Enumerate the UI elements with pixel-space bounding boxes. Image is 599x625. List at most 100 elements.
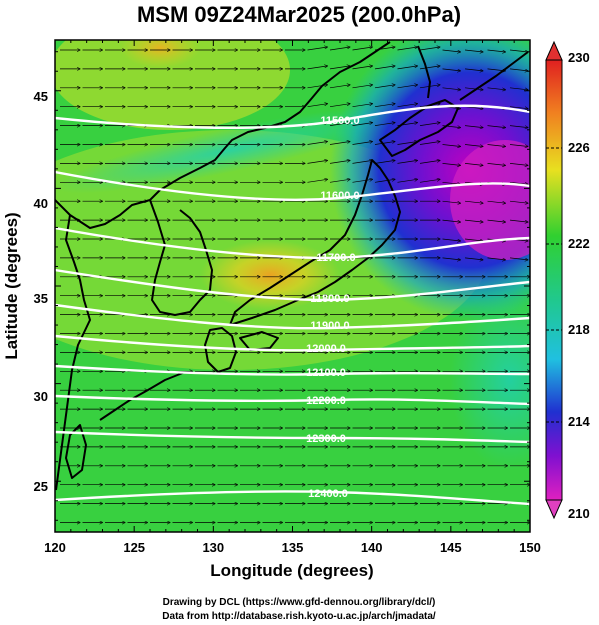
wind-arrow — [307, 47, 328, 51]
coastline-kuril — [459, 51, 529, 101]
wind-arrow — [329, 142, 350, 145]
wind-arrow — [397, 104, 418, 108]
wind-arrow — [464, 219, 483, 222]
wind-arrow — [442, 257, 461, 260]
coastline-china-east — [55, 214, 91, 491]
height-contour-line — [55, 170, 530, 201]
y-tick-label: 35 — [34, 291, 48, 306]
wind-arrow — [509, 68, 528, 71]
wind-arrow — [329, 66, 350, 70]
warm-patch-north — [120, 40, 200, 68]
wind-arrow — [442, 144, 461, 147]
map-title: MSM 09Z24Mar2025 (200.0hPa) — [137, 2, 461, 27]
wind-arrow — [464, 87, 483, 90]
x-axis-label: Longitude (degrees) — [210, 561, 373, 580]
x-tick-label: 125 — [123, 540, 145, 555]
wind-arrow — [352, 142, 373, 145]
colorbar-label: 214 — [568, 414, 590, 429]
wind-arrow — [329, 104, 350, 108]
height-contour-line — [55, 104, 530, 129]
wind-arrow — [509, 125, 528, 128]
height-contour-line — [55, 394, 530, 406]
height-contour-line — [55, 490, 530, 506]
wind-arrow — [487, 219, 506, 222]
coastline-asia-mainland — [55, 41, 391, 229]
wind-arrow — [419, 142, 440, 145]
wind-arrow — [329, 160, 350, 164]
x-tick-label: 140 — [361, 540, 383, 555]
colorbar-gradient — [545, 59, 563, 501]
height-contour-label: 12400.0 — [308, 488, 348, 500]
colorbar-label: 230 — [568, 50, 590, 65]
wind-arrow — [464, 68, 483, 71]
coastline-sakhalin — [417, 45, 431, 99]
x-tick-label: 130 — [202, 540, 224, 555]
wind-arrow — [307, 160, 328, 164]
axis-ticks — [54, 40, 531, 532]
x-tick-label: 120 — [44, 540, 66, 555]
wind-arrow — [464, 200, 483, 203]
coastline-shikoku — [239, 331, 279, 351]
wind-arrow — [397, 47, 418, 51]
y-tick-label: 45 — [34, 89, 48, 104]
y-tick-label: 40 — [34, 196, 48, 211]
coastline-korea — [149, 199, 213, 316]
y-axis-label: Latitude (degrees) — [2, 212, 21, 359]
wind-arrow — [509, 87, 528, 90]
colorbar-label: 222 — [568, 236, 590, 251]
height-contour-label: 11500.0 — [320, 115, 359, 127]
wind-arrow — [442, 163, 461, 165]
wind-arrow — [352, 123, 373, 126]
wind-arrow — [352, 104, 373, 108]
wind-arrow — [509, 144, 528, 147]
height-contour-line — [55, 334, 530, 352]
wind-arrow — [464, 49, 483, 52]
colorbar-label: 210 — [568, 506, 590, 521]
wind-arrow — [464, 106, 483, 109]
wind-arrow — [374, 123, 395, 126]
wind-arrow — [419, 179, 440, 183]
y-tick-label: 30 — [34, 389, 48, 404]
height-contour-line — [55, 303, 530, 330]
height-contour-line — [55, 226, 530, 260]
wind-arrow — [374, 66, 395, 70]
x-tick-labels: 120 125 130 135 140 145 150 — [44, 540, 541, 555]
coastline-honshu — [229, 159, 401, 326]
wind-arrow — [352, 66, 373, 70]
wind-arrow — [487, 257, 506, 260]
colorbar: 230 226 222 218 214 210 — [545, 40, 590, 521]
wind-arrow — [487, 163, 506, 165]
wind-arrow — [419, 47, 440, 51]
x-tick-label: 150 — [519, 540, 541, 555]
wind-arrow — [442, 87, 461, 90]
wind-arrow — [307, 104, 328, 108]
colorbar-bottom-triangle — [545, 499, 563, 520]
wind-arrow — [442, 49, 461, 52]
wind-arrow — [374, 160, 395, 164]
wind-arrow — [442, 200, 461, 203]
colorbar-label: 218 — [568, 322, 590, 337]
wind-arrow — [374, 104, 395, 108]
colorbar-label: 226 — [568, 140, 590, 155]
height-contour-label: 12300.0 — [306, 433, 346, 445]
x-tick-label: 145 — [440, 540, 462, 555]
height-contours: 11500.0 11600.0 11700.0 11800.0 11900.0 12000… — [55, 104, 530, 506]
wind-arrow — [442, 68, 461, 71]
y-tick-labels: 25 30 35 40 45 — [34, 89, 48, 494]
wind-arrow — [397, 142, 418, 145]
height-contour-line — [55, 430, 530, 444]
temperature-field-north-band — [55, 40, 290, 130]
wind-arrow — [352, 179, 373, 183]
wind-arrow — [464, 144, 483, 147]
cool-patch-south-east — [450, 290, 530, 470]
height-contour-label: 11900.0 — [310, 320, 349, 332]
wind-arrow — [352, 160, 373, 164]
y-tick-label: 25 — [34, 479, 48, 494]
height-contour-label: 12100.0 — [306, 367, 346, 379]
colorbar-ticks — [546, 147, 562, 423]
wind-arrow — [352, 85, 373, 89]
x-tick-label: 135 — [282, 540, 304, 555]
wind-arrow — [487, 144, 506, 147]
wind-arrow — [464, 125, 483, 128]
wind-arrow — [329, 123, 350, 126]
